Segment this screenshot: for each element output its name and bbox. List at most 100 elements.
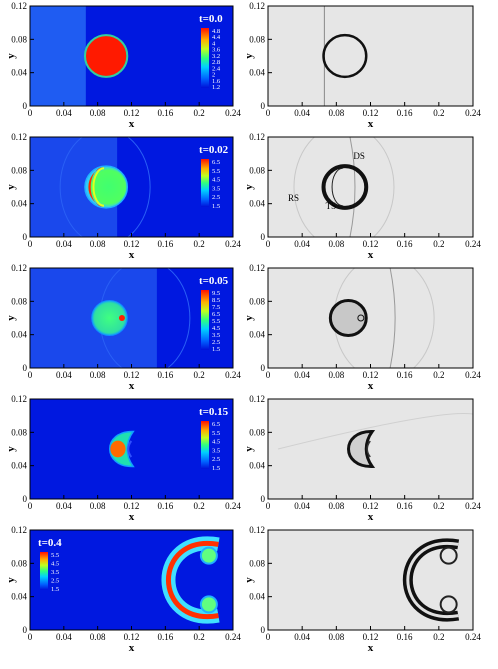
x-tick-label: 0.08 <box>328 239 344 249</box>
x-tick-label: 0 <box>266 239 271 249</box>
y-tick-label: 0.12 <box>11 1 27 11</box>
x-tick-label: 0.2 <box>194 501 205 511</box>
x-tick-label: 0.16 <box>397 239 413 249</box>
colorbar-label: 1.6 <box>212 78 221 85</box>
hot-spot <box>357 314 365 322</box>
x-tick-label: 0.2 <box>194 239 205 249</box>
x-tick-label: 0 <box>266 370 271 380</box>
colorbar: t=0.15 6.5 5.5 4.53.5 2.5 1.5 <box>199 406 229 472</box>
post-shock-region <box>30 6 86 106</box>
colorbar-gradient <box>201 28 209 88</box>
y-axis-label: y <box>5 446 17 452</box>
colorbar-label: 2.5 <box>212 339 220 346</box>
lower-roll <box>439 595 458 614</box>
x-tick-label: 0.24 <box>225 501 241 511</box>
x-tick-label: 0.08 <box>90 108 106 118</box>
y-tick-label: 0.12 <box>249 263 265 273</box>
c-vortex-core <box>406 541 459 619</box>
background-field <box>268 6 473 106</box>
colorbar-label: 2.5 <box>51 578 59 585</box>
colorbar-label: 9.5 <box>212 290 220 297</box>
x-axis-label: x <box>129 642 135 654</box>
x-axis-label: x <box>368 642 374 654</box>
y-axis-label: y <box>243 53 255 59</box>
x-tick-label: 0.2 <box>194 108 205 118</box>
time-label: t=0.05 <box>199 275 229 287</box>
transmitted-shock <box>331 167 343 207</box>
y-tick-label: 0.12 <box>249 1 265 11</box>
y-axis-label: y <box>5 315 17 321</box>
gas-interface <box>321 164 369 210</box>
x-tick-label: 0.24 <box>225 370 241 380</box>
x-tick-label: 0.08 <box>90 632 106 642</box>
y-tick-label: 0 <box>23 232 28 242</box>
x-tick-label: 0.24 <box>465 501 481 511</box>
gas-interface <box>328 299 368 337</box>
x-tick-label: 0.2 <box>433 370 444 380</box>
y-tick-label: 0.08 <box>11 165 27 175</box>
annotation-rs: RS <box>288 193 299 203</box>
colorbar-label: 3.5 <box>51 569 59 576</box>
colorbar-label: 1.2 <box>212 84 220 91</box>
x-tick-label: 0.2 <box>433 501 444 511</box>
time-label: t=0.4 <box>38 537 62 549</box>
x-axis-label: x <box>129 118 135 130</box>
y-tick-label: 0.04 <box>249 461 265 471</box>
y-tick-label: 0.04 <box>11 68 27 78</box>
x-tick-label: 0.12 <box>124 239 140 249</box>
y-tick-label: 0.04 <box>11 592 27 602</box>
colorbar-gradient <box>40 552 48 590</box>
colorbar: t=0.0 4.84.443.63.22.82.421.61.2 <box>199 13 223 91</box>
y-tick-label: 0.04 <box>11 199 27 209</box>
x-tick-label: 0.08 <box>90 239 106 249</box>
annotation-ds: DS <box>353 151 365 161</box>
colorbar-label: 3.5 <box>212 447 220 454</box>
x-tick-label: 0.04 <box>56 239 72 249</box>
colorbar-label: 4.5 <box>51 561 59 568</box>
hot-spot <box>118 315 125 321</box>
x-tick-label: 0 <box>28 501 33 511</box>
y-tick-label: 0.08 <box>249 296 265 306</box>
x-tick-label: 0.12 <box>124 632 140 642</box>
y-tick-label: 0.08 <box>249 558 265 568</box>
colorbar-label: 1.5 <box>212 465 220 472</box>
y-tick-label: 0.08 <box>11 34 27 44</box>
x-tick-label: 0.04 <box>56 108 72 118</box>
x-tick-label: 0.12 <box>124 108 140 118</box>
y-axis-label: y <box>5 577 17 583</box>
interface-edge <box>92 167 105 207</box>
y-axis-label: y <box>243 446 255 452</box>
compressed-region <box>88 167 103 207</box>
colorbar-label: 6.5 <box>212 159 220 166</box>
background-field <box>268 399 473 499</box>
x-tick-label: 0.16 <box>157 632 173 642</box>
shock-wave <box>389 268 396 368</box>
x-tick-label: 0 <box>28 239 33 249</box>
plot-field <box>30 268 233 368</box>
colorbar-label: 6.5 <box>212 421 220 428</box>
y-axis-label: y <box>243 577 255 583</box>
colorbar-label: 3.5 <box>212 185 220 192</box>
x-tick-label: 0.24 <box>225 632 241 642</box>
x-tick-label: 0.12 <box>363 370 379 380</box>
time-label: t=0.0 <box>199 13 223 25</box>
y-axis-label: y <box>5 184 17 190</box>
density-panel-4: t=0.4 5.5 4.53.5 2.51.5 0 0.04 0.08 0.12 0.16 0.2… <box>5 525 241 654</box>
colorbar-label: 2.8 <box>212 59 220 66</box>
time-label: t=0.15 <box>199 406 229 418</box>
x-tick-label: 0 <box>28 370 33 380</box>
x-tick-label: 0.04 <box>294 370 310 380</box>
colorbar-label: 8.5 <box>212 297 220 304</box>
y-tick-label: 0.04 <box>249 199 265 209</box>
colorbar-label: 4.5 <box>212 325 220 332</box>
colorbar-label: 2 <box>212 72 215 79</box>
x-tick-label: 0.04 <box>294 108 310 118</box>
x-axis-label: x <box>368 511 374 523</box>
y-tick-label: 0.08 <box>249 427 265 437</box>
x-tick-label: 0.16 <box>157 239 173 249</box>
background-field <box>268 268 473 368</box>
